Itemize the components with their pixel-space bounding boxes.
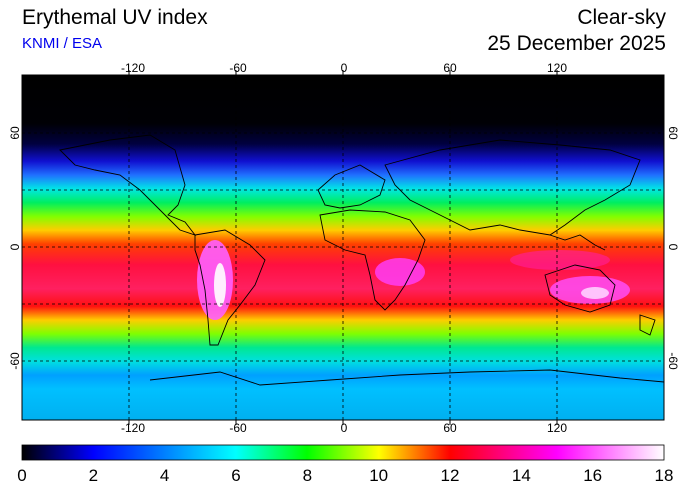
- colorbar-tick-label: 4: [160, 466, 169, 485]
- lon-label-top: 120: [547, 61, 567, 75]
- lon-tick-marks: [128, 70, 558, 425]
- chart-title: Erythemal UV index: [22, 6, 208, 29]
- lat-label-right: -60: [666, 352, 680, 370]
- colorbar-tick-label: 14: [512, 466, 531, 485]
- lon-label-bottom: -60: [229, 421, 247, 435]
- lon-label-top: -120: [121, 61, 145, 75]
- colorbar-tick-label: 12: [441, 466, 460, 485]
- date-label: 25 December 2025: [487, 32, 666, 55]
- colorbar-tick-label: 2: [89, 466, 98, 485]
- lon-label-top: 60: [443, 61, 457, 75]
- lon-label-bottom: 60: [443, 421, 457, 435]
- lat-label-left: -60: [8, 352, 22, 370]
- lon-label-bottom: 0: [341, 421, 348, 435]
- lat-label-left: 60: [8, 126, 22, 140]
- sky-mode-label: Clear-sky: [577, 6, 666, 29]
- colorbar-tick-label: 0: [17, 466, 26, 485]
- graticule: [22, 75, 664, 420]
- uv-field: [22, 75, 664, 420]
- colorbar-tick-label: 18: [655, 466, 674, 485]
- coastlines: [59, 134, 664, 386]
- colorbar-tick-label: 6: [231, 466, 240, 485]
- credit-label: KNMI / ESA: [22, 35, 103, 52]
- lon-label-bottom: 120: [547, 421, 567, 435]
- colorbar-tick-label: 8: [303, 466, 312, 485]
- lat-label-right: 0: [666, 244, 680, 251]
- lat-label-left: 0: [8, 243, 22, 250]
- lat-label-right: 60: [666, 126, 680, 140]
- colorbar-ticks: 0 2 4 6 8 10 12 14 16 18: [17, 466, 673, 485]
- colorbar-tick-label: 16: [583, 466, 602, 485]
- lon-label-bottom: -120: [121, 421, 145, 435]
- lon-label-top: 0: [341, 61, 348, 75]
- lon-label-top: -60: [229, 61, 247, 75]
- colorbar-tick-label: 10: [369, 466, 388, 485]
- colorbar: [21, 444, 665, 461]
